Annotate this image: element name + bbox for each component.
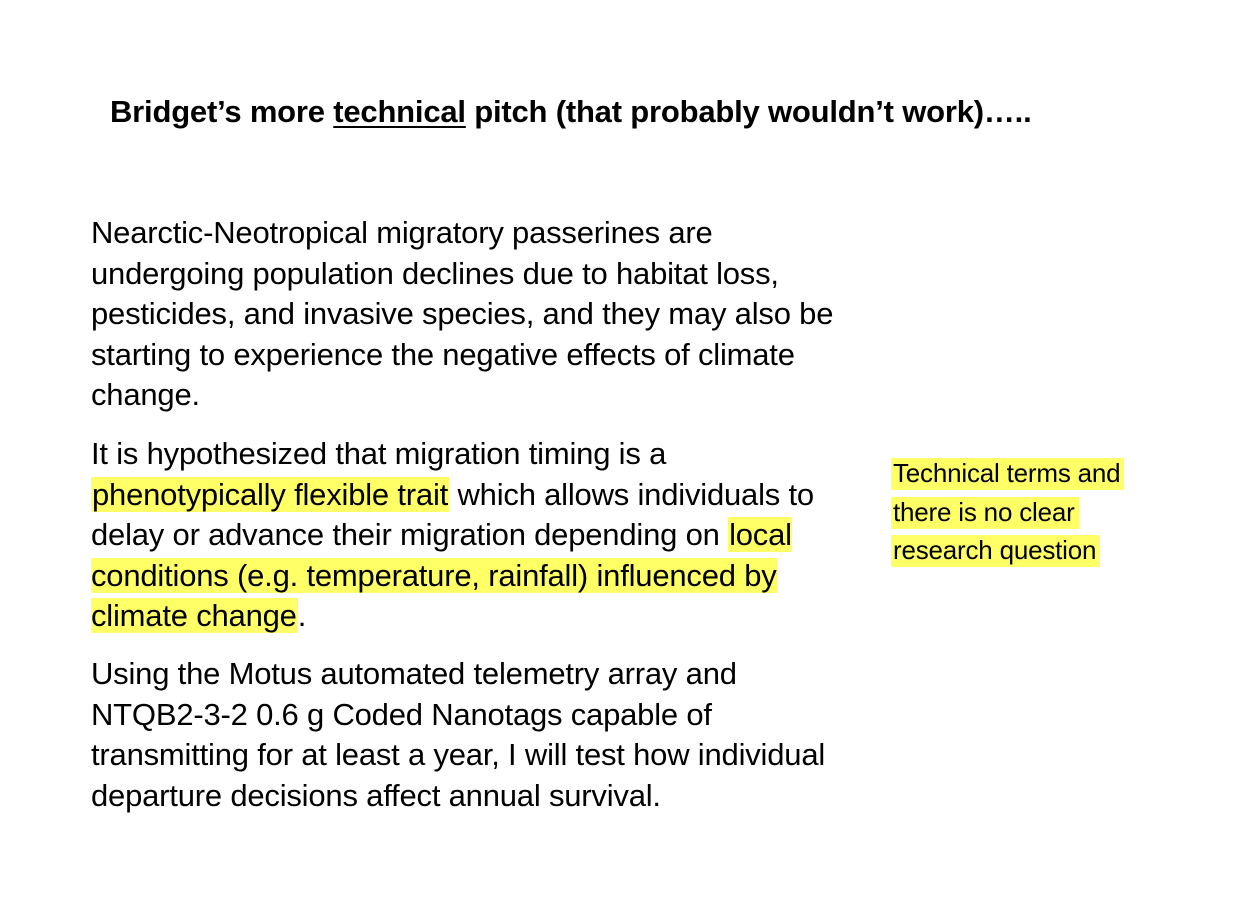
title-emphasis: technical	[333, 94, 466, 129]
title-suffix: pitch (that probably wouldn’t work)…..	[465, 94, 1032, 129]
annotation-note: Technical terms and there is no clear re…	[891, 454, 1161, 570]
note-line-2: there is no clear	[891, 496, 1079, 529]
paragraph-methods: Using the Motus automated telemetry arra…	[91, 654, 851, 816]
paragraph-1-text: Nearctic-Neotropical migratory passerine…	[91, 215, 834, 412]
paragraph-hypothesis: It is hypothesized that migration timing…	[91, 434, 851, 637]
paragraph-2-text-b: which allows individuals to delay or adv…	[91, 476, 814, 553]
paragraph-2-text-c: .	[297, 598, 307, 633]
note-line-1: Technical terms and	[891, 458, 1125, 490]
paragraph-2-text-a: It is hypothesized that migration timing…	[91, 436, 667, 471]
slide-title: Bridget’s more technical pitch (that pro…	[110, 92, 1150, 132]
paragraph-background: Nearctic-Neotropical migratory passerine…	[91, 213, 851, 416]
title-prefix: Bridget’s more	[110, 94, 334, 129]
paragraph-3-text: Using the Motus automated telemetry arra…	[91, 656, 826, 813]
highlight-phenotypic-trait: phenotypically flexible trait	[91, 476, 450, 512]
note-line-3: research question	[891, 535, 1101, 567]
